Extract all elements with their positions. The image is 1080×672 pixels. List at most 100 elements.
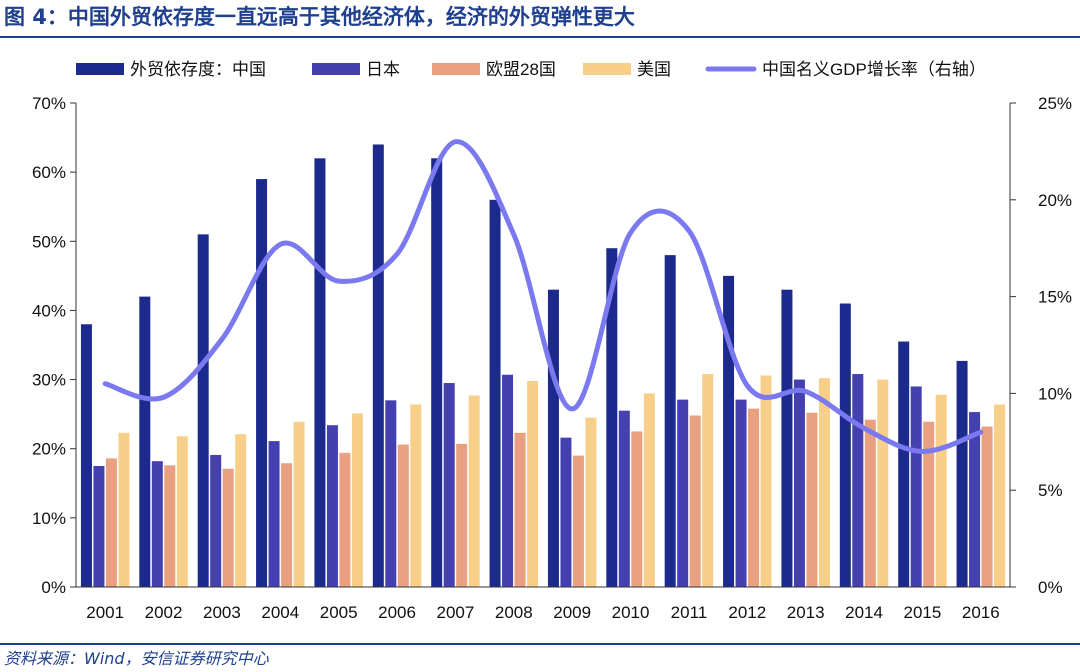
legend-label: 美国 — [637, 60, 671, 79]
bar-2006-s0 — [372, 144, 384, 587]
bar-2010-s3 — [643, 393, 655, 587]
bar-2003-s1 — [210, 454, 222, 587]
bar-2003-s3 — [235, 434, 247, 587]
legend-label: 欧盟28国 — [486, 60, 556, 79]
right-tick-label: 5% — [1038, 481, 1063, 500]
x-tick-label: 2008 — [495, 603, 533, 622]
bar-2005-s3 — [351, 413, 363, 587]
bar-2007-s1 — [443, 383, 455, 587]
legend-label: 日本 — [366, 60, 400, 79]
x-tick-label: 2013 — [787, 603, 825, 622]
bar-2002-s1 — [151, 461, 163, 587]
bar-2001-s3 — [118, 432, 130, 587]
legend-label: 中国名义GDP增长率（右轴） — [762, 60, 986, 79]
bar-2009-s0 — [547, 289, 559, 587]
bar-2009-s2 — [572, 455, 584, 587]
bar-2015-s3 — [935, 394, 947, 587]
line-point-2013 — [804, 389, 808, 393]
bar-2008-s3 — [527, 380, 539, 587]
x-tick-label: 2010 — [612, 603, 650, 622]
x-tick-label: 2015 — [904, 603, 942, 622]
x-tick-label: 2007 — [437, 603, 475, 622]
line-point-2008 — [512, 233, 516, 237]
left-tick-label: 50% — [32, 232, 66, 251]
bar-2015-s0 — [898, 341, 910, 587]
line-point-2016 — [979, 430, 983, 434]
line-point-2003 — [220, 337, 224, 341]
x-axis: 2001 2002 2003 2004 2005 2006 2007 2008 2009 2010… — [76, 586, 1010, 622]
bar-2011-s2 — [689, 415, 701, 587]
x-tick-label: 2009 — [553, 603, 591, 622]
x-tick-label: 2014 — [845, 603, 883, 622]
bar-2016-s3 — [994, 404, 1006, 587]
bar-2015-s1 — [910, 386, 922, 587]
bar-2013-s3 — [818, 378, 830, 587]
right-tick-label: 10% — [1038, 384, 1072, 403]
legend-item-1: 日本 — [312, 60, 400, 79]
right-tick-label: 25% — [1038, 94, 1072, 113]
source-note: 资料来源：Wind，安信证券研究中心 — [4, 649, 269, 668]
bar-2001-s0 — [80, 324, 92, 587]
chart-title: 图 4：中国外贸依存度一直远高于其他经济体，经济的外贸弹性更大 — [4, 5, 635, 29]
x-tick-label: 2012 — [728, 603, 766, 622]
x-tick-label: 2016 — [962, 603, 1000, 622]
left-tick-label: 70% — [32, 94, 66, 113]
right-tick-label: 20% — [1038, 191, 1072, 210]
line-point-2014 — [862, 426, 866, 430]
right-axis: 0% 5% 10% 15% 20% 25% — [1009, 94, 1072, 597]
left-tick-label: 10% — [32, 509, 66, 528]
legend-item-4: 中国名义GDP增长率（右轴） — [705, 60, 986, 79]
line-point-2001 — [103, 382, 107, 386]
bar-2015-s2 — [923, 421, 935, 587]
bar-2004-s3 — [293, 421, 305, 587]
left-tick-label: 40% — [32, 301, 66, 320]
line-point-2007 — [453, 140, 457, 144]
bar-2007-s3 — [468, 395, 480, 587]
bar-2010-s1 — [618, 410, 630, 587]
bar-2004-s0 — [256, 179, 268, 588]
legend-swatch — [432, 63, 480, 75]
left-tick-label: 30% — [32, 371, 66, 390]
x-tick-label: 2011 — [671, 603, 708, 622]
footer-divider — [0, 643, 1080, 645]
bar-2011-s1 — [677, 399, 689, 587]
combo-chart: 外贸依存度：中国 日本 欧盟28国 美国 中国名义GDP增长率（右轴） 0% 10% 20%… — [32, 60, 1072, 622]
bar-2014-s0 — [839, 303, 851, 587]
bar-2014-s2 — [864, 419, 876, 587]
legend-label: 外贸依存度：中国 — [130, 60, 266, 79]
bar-2008-s2 — [514, 432, 526, 587]
bar-2011-s0 — [664, 255, 676, 587]
left-tick-label: 60% — [32, 163, 66, 182]
x-tick-label: 2004 — [261, 603, 299, 622]
line-point-2009 — [570, 407, 574, 411]
bar-2011-s3 — [702, 374, 714, 587]
x-tick-label: 2002 — [145, 603, 183, 622]
bar-2001-s2 — [105, 458, 117, 587]
bar-2010-s0 — [606, 248, 618, 587]
legend-swatch — [76, 63, 124, 75]
bar-2005-s0 — [314, 158, 326, 588]
bar-2002-s2 — [164, 465, 176, 587]
bar-2007-s2 — [456, 443, 468, 587]
bar-2004-s1 — [268, 441, 280, 587]
bar-2012-s3 — [760, 375, 772, 587]
left-tick-label: 0% — [41, 578, 66, 597]
line-point-2004 — [278, 242, 282, 246]
bar-2005-s2 — [339, 452, 351, 587]
bar-2014-s1 — [852, 374, 864, 587]
bar-2002-s0 — [139, 296, 151, 587]
bar-2009-s1 — [560, 437, 572, 587]
legend-item-0: 外贸依存度：中国 — [76, 60, 266, 79]
bar-2003-s0 — [197, 234, 209, 587]
bar-2006-s2 — [397, 444, 409, 587]
bar-2016-s1 — [969, 412, 981, 587]
left-tick-label: 20% — [32, 440, 66, 459]
bar-2016-s2 — [981, 426, 993, 587]
bar-2016-s0 — [956, 360, 968, 587]
bar-2013-s1 — [793, 379, 805, 587]
bar-2012-s0 — [723, 275, 735, 587]
right-tick-label: 15% — [1038, 288, 1072, 307]
bar-2012-s1 — [735, 399, 747, 587]
line-point-2011 — [687, 229, 691, 233]
bar-2013-s2 — [806, 412, 818, 587]
